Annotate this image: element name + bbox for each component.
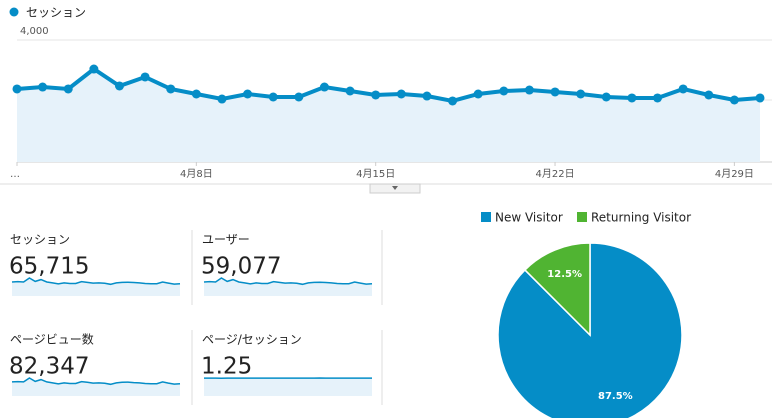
sparkline	[11, 277, 181, 286]
point	[345, 86, 355, 96]
point	[704, 90, 714, 100]
legend-swatch	[481, 212, 491, 222]
sparkline-area	[204, 278, 372, 296]
point	[114, 81, 124, 91]
point	[268, 92, 278, 102]
point	[166, 84, 176, 94]
point	[422, 91, 432, 101]
x-tick-label: 4月15日	[356, 168, 395, 180]
metric-label: ページビュー数	[10, 332, 94, 347]
point	[140, 72, 150, 82]
legend-label: セッション	[26, 6, 86, 20]
metric-label: ユーザー	[202, 233, 250, 247]
x-tick-label: 4月8日	[180, 168, 213, 180]
pie-label: 87.5%	[598, 391, 633, 402]
point	[63, 84, 73, 94]
sparkline	[203, 277, 373, 286]
point	[601, 92, 611, 102]
sparkline-area	[12, 278, 180, 296]
point	[38, 82, 48, 92]
sparkline-area	[204, 378, 372, 396]
point	[729, 95, 739, 105]
point	[678, 84, 688, 94]
x-tick-label: 4月22日	[535, 168, 574, 180]
x-tick-label: 4月29日	[715, 168, 754, 180]
pie-slice	[523, 242, 591, 337]
point	[89, 64, 99, 74]
point	[191, 89, 201, 99]
metric-label: セッション	[10, 233, 70, 247]
sparkline-area	[12, 378, 180, 396]
point	[396, 89, 406, 99]
point	[627, 93, 637, 103]
point	[448, 96, 458, 106]
legend-label: New Visitor	[495, 211, 563, 225]
area	[17, 69, 760, 162]
pie-slice	[497, 242, 683, 418]
point	[576, 89, 586, 99]
legend-marker	[9, 7, 19, 17]
point	[653, 93, 663, 103]
point	[473, 89, 483, 99]
point	[294, 92, 304, 102]
point	[319, 82, 329, 92]
point	[217, 94, 227, 104]
metric-value: 1.25	[201, 354, 252, 380]
metric-value: 59,077	[201, 254, 281, 280]
point	[12, 84, 22, 94]
metric-value: 82,347	[9, 354, 89, 380]
point	[550, 87, 560, 97]
point	[371, 90, 381, 100]
point	[755, 93, 765, 103]
point	[243, 89, 253, 99]
y-tick-label: 4,000	[20, 26, 49, 37]
point	[524, 85, 534, 95]
sparkline	[11, 377, 181, 386]
toggle-arrow	[392, 186, 398, 190]
x-tick-label: …	[10, 169, 20, 180]
legend-label: Returning Visitor	[591, 211, 691, 225]
point	[499, 86, 509, 96]
pie-label: 12.5%	[547, 269, 582, 280]
metric-value: 65,715	[9, 254, 89, 280]
metric-label: ページ/セッション	[202, 333, 302, 347]
legend-swatch	[577, 212, 587, 222]
